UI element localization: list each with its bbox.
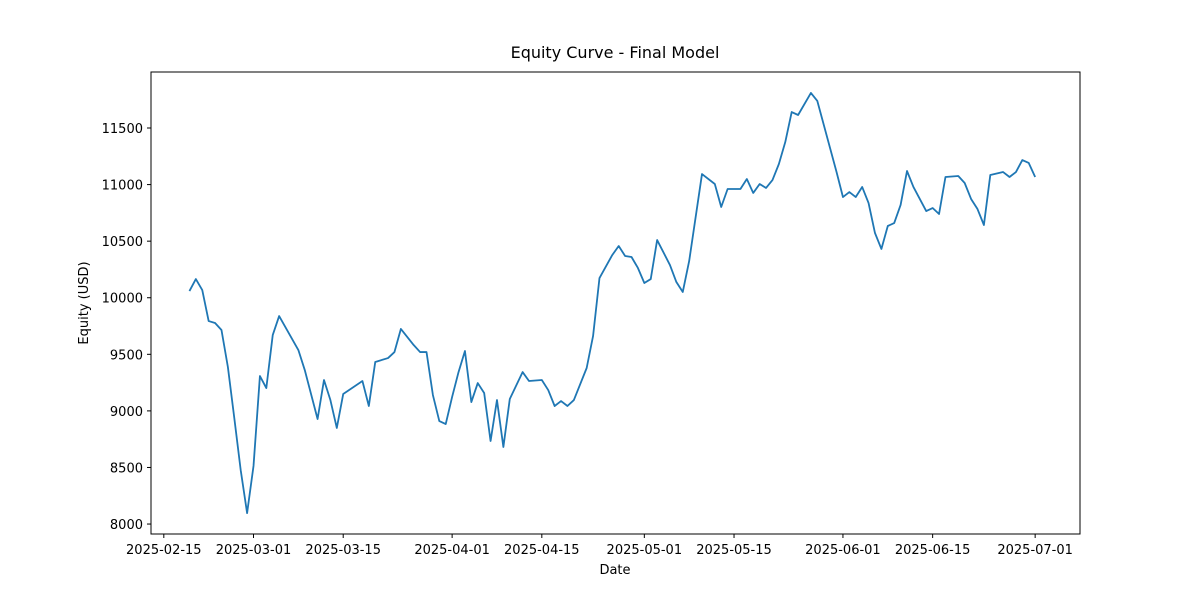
x-tick-label: 2025-07-01: [997, 543, 1073, 558]
x-tick-label: 2025-02-15: [126, 543, 202, 558]
y-tick-label: 10000: [102, 292, 143, 307]
y-tick-label: 9500: [110, 348, 143, 363]
x-tick-label: 2025-04-15: [504, 543, 580, 558]
x-tick-label: 2025-05-01: [607, 543, 683, 558]
y-tick-label: 9000: [110, 405, 143, 420]
x-tick-label: 2025-06-01: [805, 543, 881, 558]
x-axis-label: Date: [599, 563, 630, 578]
y-axis-label: Equity (USD): [77, 261, 92, 344]
plot-frame: [150, 71, 1081, 535]
x-tick-label: 2025-06-15: [895, 543, 971, 558]
equity-line: [188, 92, 1036, 514]
y-tick-label: 11000: [102, 179, 143, 194]
y-tick-label: 10500: [102, 235, 143, 250]
y-tick-label: 8500: [110, 461, 143, 476]
x-tick-label: 2025-03-01: [216, 543, 292, 558]
x-tick-label: 2025-04-01: [414, 543, 490, 558]
chart-title: Equity Curve - Final Model: [511, 43, 720, 62]
x-tick-label: 2025-03-15: [305, 543, 381, 558]
x-tick-label: 2025-05-15: [696, 543, 772, 558]
y-tick-label: 11500: [102, 122, 143, 137]
y-tick-label: 8000: [110, 518, 143, 533]
